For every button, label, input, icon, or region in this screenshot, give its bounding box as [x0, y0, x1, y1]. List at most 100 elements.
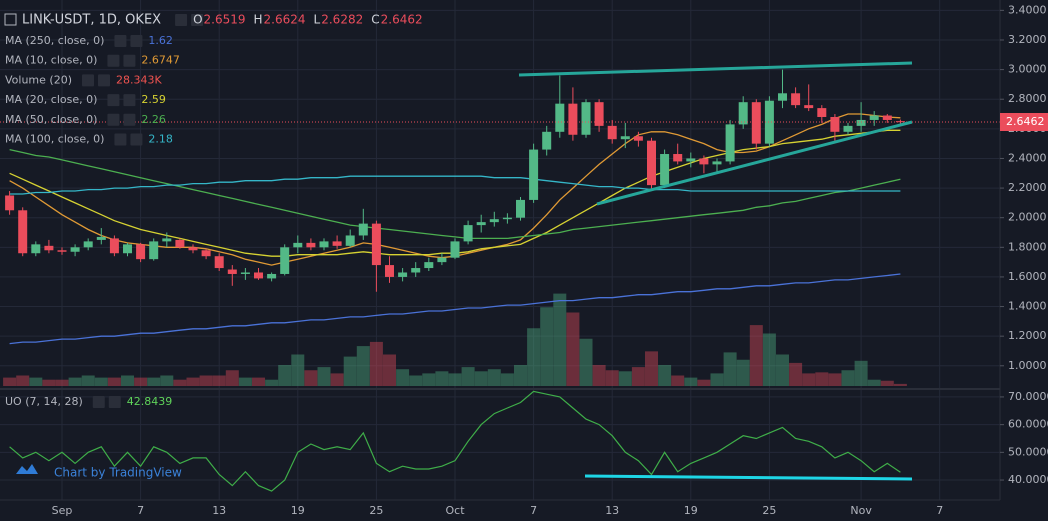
last-price-label: 2.6462	[1006, 115, 1045, 128]
settings-button	[92, 396, 105, 408]
candle-body	[450, 241, 460, 258]
volume-bar	[553, 293, 567, 386]
ohlc-letter: O	[193, 13, 202, 27]
x-tick-label: 7	[137, 504, 144, 517]
candle-body	[437, 257, 447, 263]
y-tick-label: 1.4000	[1008, 300, 1047, 313]
legend-name: MA (250, close, 0)	[5, 34, 104, 47]
x-tick-label: Nov	[850, 504, 872, 517]
volume-bar	[514, 365, 527, 386]
ohlc-letter: L	[314, 13, 321, 27]
volume-bar	[383, 354, 396, 386]
y-tick-label: 2.0000	[1008, 211, 1047, 224]
candle-body	[149, 241, 159, 260]
volume-bar	[16, 375, 30, 386]
candle-body	[293, 242, 303, 248]
volume-bar	[265, 379, 279, 386]
close-button	[191, 14, 204, 26]
x-tick-label: 13	[212, 504, 226, 517]
volume-bar	[867, 379, 881, 386]
volume-bar	[710, 373, 724, 386]
volume-bar	[697, 379, 711, 386]
candle-body	[568, 103, 578, 135]
volume-bar	[3, 377, 17, 386]
candle-body	[57, 250, 67, 252]
close-button	[130, 35, 143, 47]
settings-button	[107, 113, 120, 126]
volume-bar	[802, 373, 816, 386]
y-tick-label: 2.8000	[1008, 92, 1047, 105]
candle-body	[738, 102, 748, 125]
volume-bar	[566, 312, 580, 386]
volume-bar	[147, 377, 161, 386]
chart-title: LINK-USDT, 1D, OKEX	[22, 13, 161, 28]
last-price-box	[1000, 112, 1048, 131]
volume-bar	[645, 351, 658, 386]
y-tick-label: 40.0000	[1008, 473, 1048, 486]
volume-bar	[317, 367, 331, 386]
indicator-line	[9, 175, 901, 195]
candle-body	[188, 247, 198, 251]
legend-name: MA (50, close, 0)	[5, 113, 97, 126]
volume-bar	[330, 373, 344, 386]
volume-bar	[291, 354, 305, 386]
volume-bar	[736, 359, 750, 386]
x-tick-label: Sep	[52, 504, 73, 517]
volume-bar	[304, 370, 318, 386]
close-button	[123, 113, 136, 126]
volume-bar	[422, 373, 436, 386]
candle-body	[502, 217, 512, 220]
candle-body	[830, 116, 840, 132]
volume-bar	[107, 377, 121, 386]
candle-body	[542, 131, 552, 150]
x-tick-label: 19	[684, 504, 698, 517]
candle-body	[463, 225, 473, 242]
volume-bar	[42, 379, 56, 386]
candle-body	[686, 158, 696, 162]
settings-button	[114, 133, 127, 146]
volume-bar	[828, 373, 842, 386]
candle-body	[856, 119, 866, 126]
trend-line	[518, 61, 913, 77]
candle-body	[817, 108, 827, 117]
candle-body	[109, 238, 119, 254]
candle-body	[607, 125, 617, 140]
candle-body	[712, 161, 722, 165]
volume-bar	[199, 375, 213, 386]
volume-bar	[225, 370, 239, 386]
candle-body	[162, 238, 172, 242]
y-tick-label: 1.8000	[1008, 240, 1047, 253]
candle-body	[882, 115, 892, 120]
candle-body	[673, 154, 683, 162]
candle-body	[476, 222, 486, 226]
ohlc-letter: H	[254, 13, 263, 27]
volume-bar	[487, 369, 501, 386]
y-tick-label: 3.4000	[1008, 3, 1047, 16]
volume-bar	[461, 367, 475, 386]
close-button	[123, 94, 136, 107]
y-tick-label: 70.0000	[1008, 390, 1048, 403]
watermark-icon	[16, 464, 38, 474]
x-tick-label: 19	[291, 504, 305, 517]
volume-bar	[893, 383, 907, 386]
volume-bar	[592, 365, 606, 386]
y-tick-label: 1.0000	[1008, 359, 1047, 372]
volume-bar	[212, 375, 226, 386]
candle-body	[214, 256, 224, 269]
volume-bar	[186, 377, 200, 386]
candle-body	[791, 93, 801, 106]
candle-body	[31, 244, 41, 254]
legend-name: Volume (20)	[5, 73, 72, 86]
volume-bar	[684, 377, 698, 386]
volume-bar	[540, 307, 554, 386]
volume-bar	[238, 377, 252, 386]
candle-body	[306, 242, 316, 248]
watermark: Chart by TradingView	[16, 464, 182, 480]
x-tick-label: 13	[605, 504, 619, 517]
y-tick-label: 1.6000	[1008, 270, 1047, 283]
candle-body	[516, 199, 525, 218]
candle-body	[725, 124, 735, 162]
candle-body	[358, 223, 368, 236]
labels-layer: 1.0000 1.2000 1.4000 1.6000 1.8000 2.0000 2.20…	[4, 3, 1048, 517]
candle-body	[319, 241, 329, 248]
